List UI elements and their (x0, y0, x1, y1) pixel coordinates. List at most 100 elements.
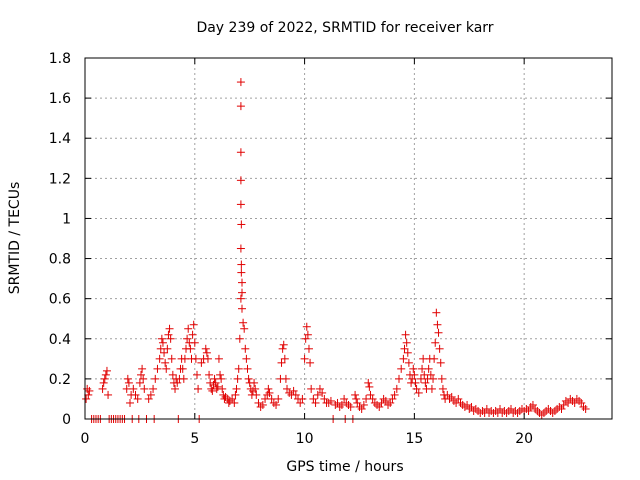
data-point (402, 338, 411, 347)
data-point (237, 268, 246, 277)
data-point (135, 378, 144, 387)
data-point (183, 334, 192, 343)
data-point (237, 220, 246, 229)
data-point (124, 378, 133, 387)
data-point (404, 358, 413, 367)
data-point (309, 394, 318, 403)
data-point (283, 384, 292, 393)
axis-ticks (84, 57, 612, 420)
data-point (160, 348, 169, 357)
x-tick-labels: 0 5 10 15 20 (81, 431, 534, 447)
data-point (254, 398, 263, 407)
data-point (186, 344, 195, 353)
data-point (236, 294, 245, 303)
data-point (190, 338, 199, 347)
data-point (162, 364, 171, 373)
data-point (168, 370, 177, 379)
data-point (399, 354, 408, 363)
data-point (104, 390, 113, 399)
data-point (277, 358, 286, 367)
data-point (384, 400, 393, 409)
data-point (291, 390, 300, 399)
x-tick-label: 10 (296, 431, 314, 447)
data-point (155, 354, 164, 363)
y-tick-label: 1.2 (49, 171, 71, 187)
data-point (123, 374, 132, 383)
data-point (184, 324, 193, 333)
data-point (555, 402, 564, 411)
data-point (424, 364, 433, 373)
data-point (303, 330, 312, 339)
data-point (449, 396, 458, 405)
data-point (238, 278, 247, 287)
data-point (326, 396, 335, 405)
data-point (471, 404, 480, 413)
data-point (386, 398, 395, 407)
data-point (392, 384, 401, 393)
data-point (208, 386, 217, 395)
data-point (194, 384, 203, 393)
data-point (491, 406, 500, 415)
data-point (478, 406, 487, 415)
data-point (278, 344, 287, 353)
data-point (401, 330, 410, 339)
data-point (236, 244, 245, 253)
data-point (158, 338, 167, 347)
data-point (173, 378, 182, 387)
data-point (557, 404, 566, 413)
data-point (84, 390, 93, 399)
data-point (301, 334, 310, 343)
y-tick-label: 1 (62, 211, 71, 227)
data-point (355, 402, 364, 411)
data-point (153, 364, 162, 373)
data-point (157, 334, 166, 343)
data-point (126, 398, 135, 407)
y-tick-label: 0.2 (49, 372, 71, 388)
data-point (236, 148, 245, 157)
data-point (324, 398, 333, 407)
grid-lines (84, 57, 612, 420)
data-point (233, 374, 242, 383)
data-point (388, 394, 397, 403)
data-point (161, 358, 170, 367)
data-point (381, 396, 390, 405)
data-point (289, 386, 298, 395)
data-point (375, 402, 384, 411)
data-point (436, 358, 445, 367)
data-point (225, 396, 234, 405)
data-point (409, 364, 418, 373)
data-point (201, 344, 210, 353)
data-point (579, 402, 588, 411)
data-point (252, 390, 261, 399)
data-point (217, 374, 226, 383)
data-point (239, 318, 248, 327)
data-point (218, 384, 227, 393)
data-point (202, 348, 211, 357)
x-tick-label: 5 (190, 431, 199, 447)
data-point (165, 324, 174, 333)
data-point (83, 384, 92, 393)
data-point (280, 354, 289, 363)
data-point (230, 398, 239, 407)
data-point (213, 382, 222, 391)
data-point (364, 378, 373, 387)
data-point (214, 354, 223, 363)
data-point (144, 394, 153, 403)
data-point (236, 78, 245, 87)
x-tick-label: 15 (405, 431, 423, 447)
data-point (311, 398, 320, 407)
data-point (129, 384, 138, 393)
data-point (528, 400, 537, 409)
data-point (133, 394, 142, 403)
data-point (211, 378, 220, 387)
data-point (344, 400, 353, 409)
data-point (445, 394, 454, 403)
data-point (537, 410, 546, 419)
data-point (231, 390, 240, 399)
data-point (340, 394, 349, 403)
data-point (313, 390, 322, 399)
data-point (102, 366, 111, 375)
y-tick-label: 0.6 (49, 292, 71, 308)
data-point (235, 334, 244, 343)
x-tick-label: 0 (81, 431, 90, 447)
